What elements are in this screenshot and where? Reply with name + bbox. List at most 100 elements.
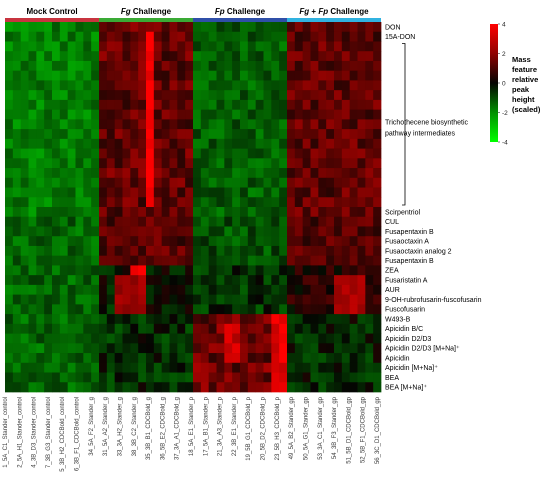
heatmap-cell [216, 382, 225, 393]
heatmap-cell [200, 362, 210, 373]
heatmap-cell [216, 187, 225, 198]
heatmap-cell [263, 236, 272, 247]
heatmap-cell [177, 333, 186, 344]
heatmap-cell [287, 187, 296, 198]
heatmap-cell [240, 187, 249, 198]
heatmap-cell [153, 207, 163, 218]
heatmap-cell [130, 226, 139, 237]
heatmap-cell [373, 245, 382, 257]
heatmap-cell [83, 22, 92, 33]
heatmap-cell [247, 362, 257, 373]
heatmap-cell [99, 158, 108, 169]
heatmap-cell [20, 90, 29, 101]
heatmap-cell [146, 216, 155, 227]
heatmap-cell [318, 265, 327, 276]
heatmap-cell [302, 304, 311, 315]
heatmap-cell [122, 207, 131, 218]
heatmap-cell [200, 207, 210, 218]
heatmap-cell [138, 138, 147, 149]
heatmap-cell [326, 323, 335, 334]
heatmap-cell [349, 168, 358, 179]
heatmap-cell [114, 60, 123, 72]
heatmap-cell [59, 265, 69, 276]
colorbar-tick-label: -2 [502, 110, 508, 117]
heatmap-cell [5, 284, 14, 295]
heatmap-cell [146, 275, 155, 286]
heatmap-cell [365, 314, 374, 325]
heatmap-cell [59, 226, 69, 237]
heatmap-cell [216, 304, 225, 315]
heatmap-cell [287, 51, 296, 62]
heatmap-cell [83, 99, 92, 110]
heatmap-cell [75, 41, 84, 52]
heatmap-cell [279, 90, 288, 101]
heatmap-cell [216, 265, 225, 276]
heatmap-cell [302, 177, 311, 188]
heatmap-cell [138, 226, 147, 237]
heatmap-cell [185, 187, 194, 198]
heatmap-cell [75, 323, 84, 334]
heatmap-cell [99, 31, 108, 42]
heatmap-cell [216, 31, 225, 42]
heatmap-cell [20, 236, 29, 247]
heatmap-cell [185, 265, 194, 276]
heatmap-cell [99, 119, 108, 130]
heatmap-cell [12, 245, 22, 257]
heatmap-cell [12, 187, 22, 198]
heatmap-cell [200, 109, 210, 120]
heatmap-cell [247, 382, 257, 393]
heatmap-cell [326, 207, 335, 218]
heatmap-cell [146, 129, 155, 140]
heatmap-cell [287, 177, 296, 188]
colorbar-tick-label: 2 [502, 51, 506, 58]
heatmap-cell [247, 275, 257, 286]
heatmap-cell [302, 284, 311, 295]
heatmap-cell [83, 343, 92, 354]
heatmap-cell [271, 255, 280, 266]
heatmap-cell [294, 304, 304, 315]
heatmap-cell [75, 284, 84, 295]
heatmap-cell [67, 148, 76, 159]
heatmap-cell [99, 353, 108, 364]
heatmap-cell [255, 31, 264, 42]
heatmap-cell [287, 41, 296, 52]
heatmap-cell [224, 226, 233, 237]
heatmap-cell [216, 314, 225, 325]
heatmap-cell [185, 236, 194, 247]
heatmap-cell [161, 294, 170, 305]
heatmap-cell [20, 22, 29, 33]
heatmap-cell [263, 353, 272, 364]
heatmap-cell [91, 138, 100, 149]
column-label: 18_5A_E1_Stander_p [189, 396, 195, 456]
heatmap-cell [122, 197, 131, 208]
heatmap-cell [216, 284, 225, 295]
heatmap-cell [208, 138, 217, 149]
heatmap-cell [44, 323, 53, 334]
heatmap-cell [12, 168, 22, 179]
heatmap-cell [349, 31, 358, 42]
heatmap-cell [373, 207, 382, 218]
heatmap-cell [106, 255, 116, 266]
heatmap-cell [130, 372, 139, 383]
heatmap-cell [83, 304, 92, 315]
heatmap-cell [114, 197, 123, 208]
heatmap-cell [138, 323, 147, 334]
heatmap-cell [193, 216, 202, 227]
row-label: Apicidin D2/D3 [385, 336, 431, 343]
heatmap-cell [28, 314, 37, 325]
heatmap-cell [271, 119, 280, 130]
heatmap-cell [287, 158, 296, 169]
heatmap-cell [326, 119, 335, 130]
heatmap-cell [138, 187, 147, 198]
heatmap-cell [341, 148, 351, 159]
heatmap-cell [99, 226, 108, 237]
heatmap-cell [106, 226, 116, 237]
heatmap-cell [232, 343, 241, 354]
heatmap-cell [200, 119, 210, 130]
heatmap-cell [310, 41, 319, 52]
heatmap-cell [216, 333, 225, 344]
heatmap-cell [341, 275, 351, 286]
heatmap-cell [146, 197, 155, 208]
group-title: Fp Challenge [215, 7, 266, 16]
heatmap-cell [75, 304, 84, 315]
